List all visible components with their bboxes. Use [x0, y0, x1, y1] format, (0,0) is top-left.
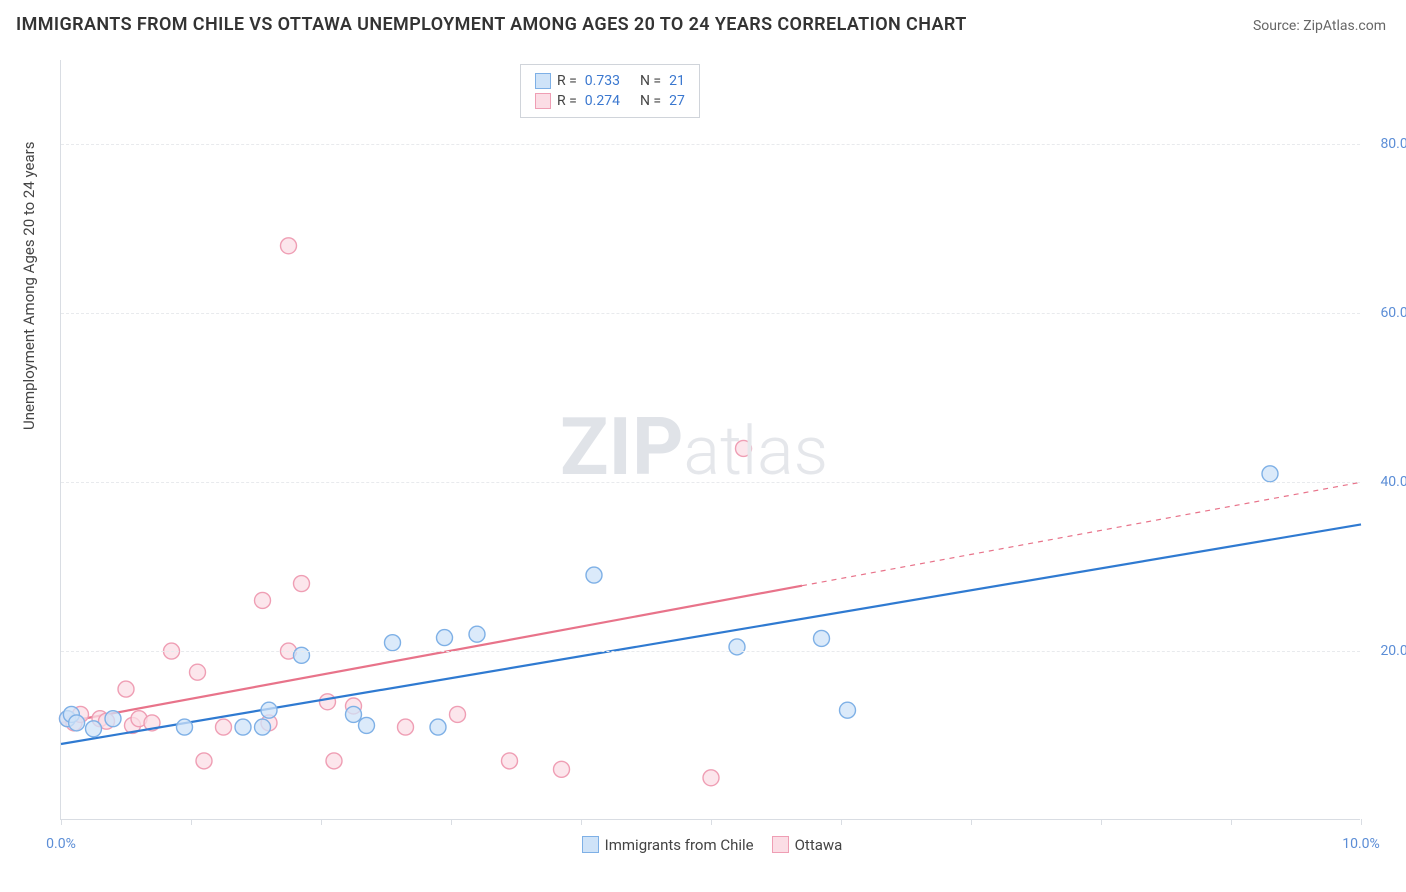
chile-point: [840, 702, 856, 718]
chile-point: [1262, 466, 1278, 482]
chile-point: [430, 719, 446, 735]
ottawa-point: [326, 753, 342, 769]
x-tick-mark: [971, 819, 972, 825]
chile-point: [294, 647, 310, 663]
ottawa-point: [118, 681, 134, 697]
y-tick-label: 60.0%: [1366, 305, 1406, 321]
gridline: [61, 651, 1360, 652]
legend-swatch: [772, 836, 789, 853]
legend-n-value: 21: [669, 73, 685, 89]
ottawa-point: [196, 753, 212, 769]
chile-point: [814, 630, 830, 646]
chile-point: [261, 702, 277, 718]
legend-series: Immigrants from Chile Ottawa: [0, 836, 1406, 854]
chile-point: [86, 721, 102, 737]
ottawa-point: [736, 440, 752, 456]
legend-r-label: R =: [557, 93, 577, 109]
ottawa-point: [281, 238, 297, 254]
chile-point: [385, 635, 401, 651]
chile-point: [177, 719, 193, 735]
ottawa-point: [320, 694, 336, 710]
ottawa-point: [294, 576, 310, 592]
x-tick-mark: [451, 819, 452, 825]
ottawa-point: [450, 706, 466, 722]
chile-point: [255, 719, 271, 735]
x-tick-mark: [581, 819, 582, 825]
chile-point: [729, 639, 745, 655]
y-tick-label: 40.0%: [1366, 474, 1406, 490]
chile-trend-line: [61, 524, 1361, 744]
y-tick-label: 20.0%: [1366, 643, 1406, 659]
x-tick-mark: [321, 819, 322, 825]
x-tick-mark: [191, 819, 192, 825]
chile-point: [235, 719, 251, 735]
legend-n-label: N =: [640, 93, 661, 109]
x-tick-mark: [1231, 819, 1232, 825]
legend-row: R = 0.274 N = 27: [535, 91, 685, 111]
chile-point: [105, 711, 121, 727]
y-axis-label: Unemployment Among Ages 20 to 24 years: [20, 142, 38, 430]
chile-point: [69, 715, 85, 731]
ottawa-point: [255, 592, 271, 608]
chile-point: [469, 626, 485, 642]
x-tick-mark: [841, 819, 842, 825]
legend-r-label: R =: [557, 73, 577, 89]
ottawa-point: [554, 761, 570, 777]
source-attribution: Source: ZipAtlas.com: [1253, 18, 1386, 34]
legend-series-label: Immigrants from Chile: [605, 836, 754, 854]
gridline: [61, 144, 1360, 145]
legend-swatch: [582, 836, 599, 853]
correlation-chart-container: IMMIGRANTS FROM CHILE VS OTTAWA UNEMPLOY…: [0, 0, 1406, 892]
legend-r-value: 0.733: [585, 73, 620, 89]
gridline: [61, 482, 1360, 483]
legend-r-value: 0.274: [585, 93, 620, 109]
legend-series-label: Ottawa: [795, 836, 843, 854]
ottawa-point: [398, 719, 414, 735]
ottawa-trend-dashed: [802, 482, 1361, 585]
legend-swatch: [535, 73, 551, 89]
x-tick-mark: [1101, 819, 1102, 825]
legend-correlation: R = 0.733 N = 21 R = 0.274 N = 27: [520, 64, 700, 118]
legend-n-value: 27: [669, 93, 685, 109]
y-tick-label: 80.0%: [1366, 136, 1406, 152]
ottawa-point: [703, 770, 719, 786]
scatter-svg: [61, 60, 1360, 819]
chart-title: IMMIGRANTS FROM CHILE VS OTTAWA UNEMPLOY…: [16, 14, 967, 35]
chile-point: [437, 630, 453, 646]
legend-swatch: [535, 93, 551, 109]
x-tick-mark: [711, 819, 712, 825]
legend-n-label: N =: [640, 73, 661, 89]
gridline: [61, 313, 1360, 314]
chile-point: [586, 567, 602, 583]
ottawa-point: [190, 664, 206, 680]
ottawa-point: [502, 753, 518, 769]
chile-point: [359, 717, 375, 733]
legend-row: R = 0.733 N = 21: [535, 71, 685, 91]
x-tick-mark: [1361, 819, 1362, 825]
ottawa-point: [216, 719, 232, 735]
x-tick-mark: [61, 819, 62, 825]
plot-area: 20.0%40.0%60.0%80.0%0.0%10.0%: [60, 60, 1360, 820]
chile-point: [346, 706, 362, 722]
